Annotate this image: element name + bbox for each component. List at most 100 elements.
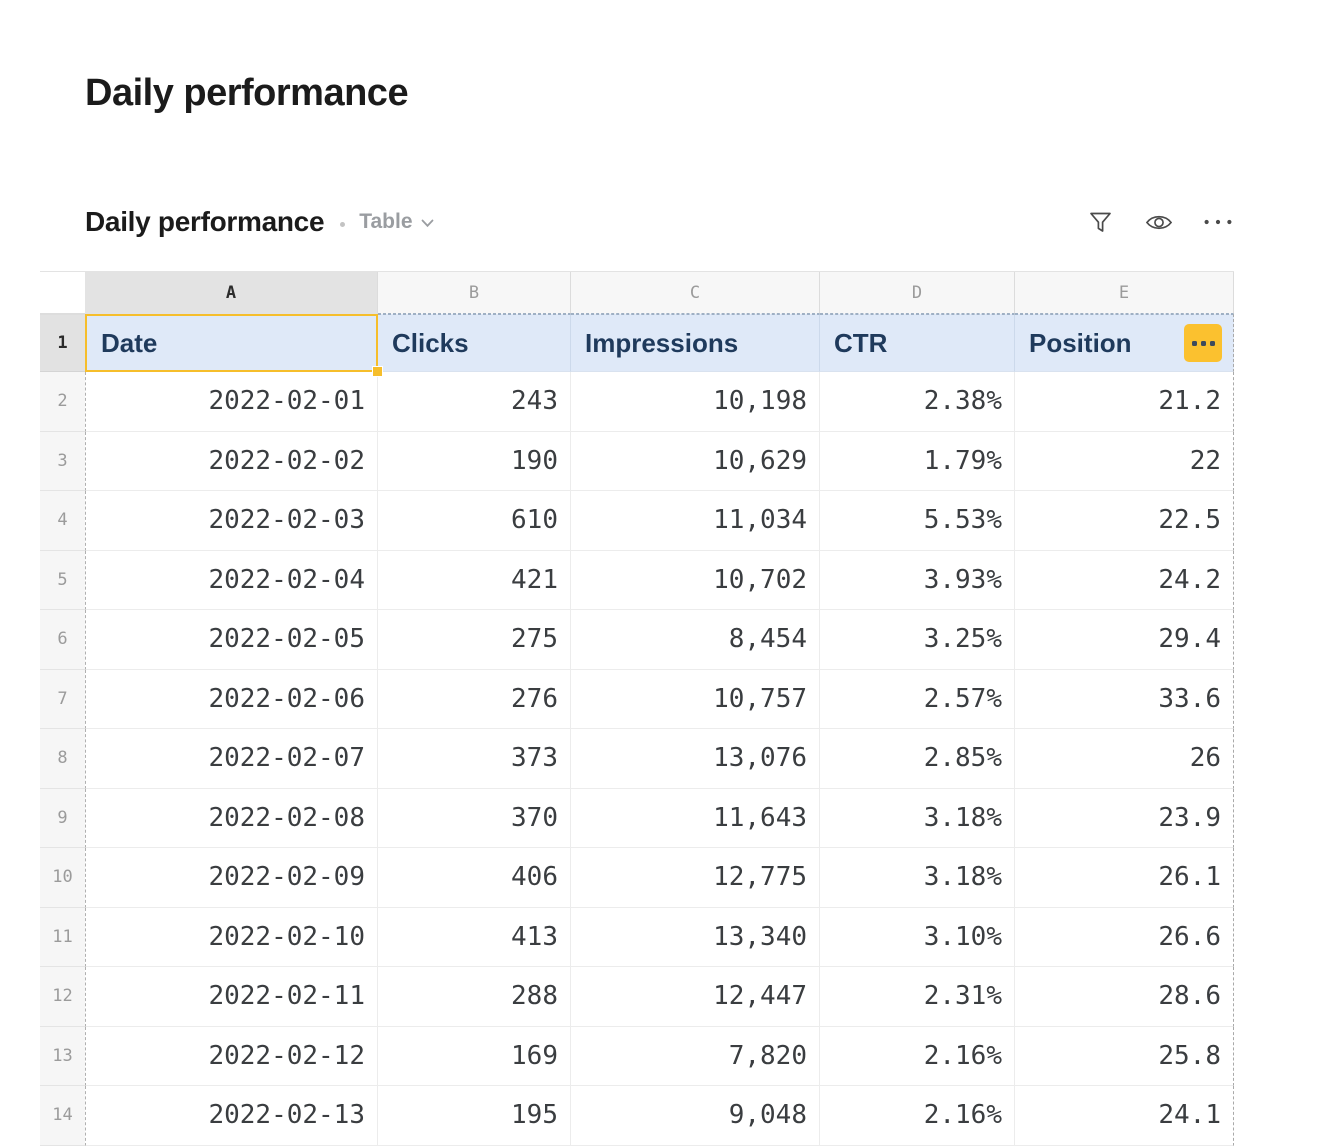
cell-position[interactable]: 22: [1015, 431, 1234, 491]
cell-ctr[interactable]: 2.16%: [820, 1026, 1015, 1086]
row-number[interactable]: 4: [40, 491, 85, 551]
cell-menu-button[interactable]: [1184, 324, 1222, 362]
eye-icon[interactable]: [1145, 208, 1173, 236]
cell-date[interactable]: 2022-02-06: [85, 669, 378, 729]
row-number[interactable]: 8: [40, 729, 85, 789]
cell-position[interactable]: 23.9: [1015, 788, 1234, 848]
column-header-a[interactable]: A: [85, 272, 378, 314]
cell-date[interactable]: 2022-02-08: [85, 788, 378, 848]
cell-ctr[interactable]: 2.57%: [820, 669, 1015, 729]
cell-clicks[interactable]: 373: [378, 729, 571, 789]
cell-position[interactable]: 25.8: [1015, 1026, 1234, 1086]
cell-date[interactable]: 2022-02-01: [85, 372, 378, 432]
cell-clicks[interactable]: 421: [378, 550, 571, 610]
cell-clicks[interactable]: 288: [378, 967, 571, 1027]
row-number[interactable]: 3: [40, 431, 85, 491]
spreadsheet-grid: A B C D E 1 Date Clicks Impressions CTR …: [40, 271, 1234, 1146]
row-number[interactable]: 2: [40, 372, 85, 432]
cell-ctr[interactable]: 2.38%: [820, 372, 1015, 432]
row-number[interactable]: 11: [40, 907, 85, 967]
header-cell-date[interactable]: Date: [85, 314, 383, 377]
row-number[interactable]: 7: [40, 669, 85, 729]
cell-impressions[interactable]: 8,454: [571, 610, 820, 670]
cell-ctr[interactable]: 1.79%: [820, 431, 1015, 491]
cell-date[interactable]: 2022-02-11: [85, 967, 378, 1027]
cell-date[interactable]: 2022-02-10: [85, 907, 378, 967]
row-number[interactable]: 9: [40, 788, 85, 848]
cell-date[interactable]: 2022-02-09: [85, 848, 378, 908]
cell-date[interactable]: 2022-02-05: [85, 610, 378, 670]
cell-impressions[interactable]: 10,702: [571, 550, 820, 610]
cell-impressions[interactable]: 12,447: [571, 967, 820, 1027]
table-toolbar: Daily performance Table: [85, 203, 1234, 241]
cell-ctr[interactable]: 2.31%: [820, 967, 1015, 1027]
row-number[interactable]: 5: [40, 550, 85, 610]
row-number[interactable]: 13: [40, 1026, 85, 1086]
row-number[interactable]: 12: [40, 967, 85, 1027]
header-cell-clicks[interactable]: Clicks: [378, 314, 571, 372]
row-number[interactable]: 1: [40, 314, 85, 372]
cell-date[interactable]: 2022-02-04: [85, 550, 378, 610]
table-row: 5 2022-02-04 421 10,702 3.93% 24.2: [40, 550, 1234, 610]
column-header-e[interactable]: E: [1015, 272, 1234, 314]
column-header-c[interactable]: C: [571, 272, 820, 314]
cell-date[interactable]: 2022-02-13: [85, 1086, 378, 1146]
ellipsis-icon[interactable]: [1204, 208, 1232, 236]
cell-ctr[interactable]: 5.53%: [820, 491, 1015, 551]
cell-impressions[interactable]: 11,643: [571, 788, 820, 848]
column-header-d[interactable]: D: [820, 272, 1015, 314]
table-type-dropdown[interactable]: Table: [359, 210, 433, 234]
filter-icon[interactable]: [1086, 208, 1114, 236]
cell-ctr[interactable]: 3.25%: [820, 610, 1015, 670]
cell-impressions[interactable]: 10,198: [571, 372, 820, 432]
cell-impressions[interactable]: 13,340: [571, 907, 820, 967]
header-cell-ctr[interactable]: CTR: [820, 314, 1015, 372]
header-cell-position[interactable]: Position: [1015, 314, 1234, 372]
cell-position[interactable]: 29.4: [1015, 610, 1234, 670]
cell-clicks[interactable]: 195: [378, 1086, 571, 1146]
cell-clicks[interactable]: 406: [378, 848, 571, 908]
cell-ctr[interactable]: 3.18%: [820, 848, 1015, 908]
cell-impressions[interactable]: 10,757: [571, 669, 820, 729]
row-number[interactable]: 6: [40, 610, 85, 670]
cell-position[interactable]: 26.6: [1015, 907, 1234, 967]
cell-position[interactable]: 26: [1015, 729, 1234, 789]
cell-clicks[interactable]: 610: [378, 491, 571, 551]
row-number[interactable]: 10: [40, 848, 85, 908]
cell-position[interactable]: 21.2: [1015, 372, 1234, 432]
cell-impressions[interactable]: 11,034: [571, 491, 820, 551]
row-number[interactable]: 14: [40, 1086, 85, 1146]
cell-clicks[interactable]: 413: [378, 907, 571, 967]
column-header-b[interactable]: B: [378, 272, 571, 314]
grid-corner[interactable]: [40, 272, 85, 314]
cell-impressions[interactable]: 12,775: [571, 848, 820, 908]
data-rows: 2 2022-02-01 243 10,198 2.38% 21.2 3 202…: [40, 372, 1234, 1146]
cell-impressions[interactable]: 10,629: [571, 431, 820, 491]
cell-clicks[interactable]: 275: [378, 610, 571, 670]
table-title[interactable]: Daily performance: [85, 206, 325, 237]
cell-date[interactable]: 2022-02-12: [85, 1026, 378, 1086]
cell-position[interactable]: 26.1: [1015, 848, 1234, 908]
cell-impressions[interactable]: 13,076: [571, 729, 820, 789]
cell-ctr[interactable]: 3.93%: [820, 550, 1015, 610]
cell-ctr[interactable]: 2.85%: [820, 729, 1015, 789]
cell-impressions[interactable]: 7,820: [571, 1026, 820, 1086]
cell-position[interactable]: 24.2: [1015, 550, 1234, 610]
cell-position[interactable]: 28.6: [1015, 967, 1234, 1027]
cell-date[interactable]: 2022-02-07: [85, 729, 378, 789]
cell-position[interactable]: 24.1: [1015, 1086, 1234, 1146]
cell-date[interactable]: 2022-02-02: [85, 431, 378, 491]
cell-ctr[interactable]: 2.16%: [820, 1086, 1015, 1146]
cell-ctr[interactable]: 3.18%: [820, 788, 1015, 848]
cell-position[interactable]: 33.6: [1015, 669, 1234, 729]
cell-ctr[interactable]: 3.10%: [820, 907, 1015, 967]
cell-clicks[interactable]: 243: [378, 372, 571, 432]
cell-clicks[interactable]: 276: [378, 669, 571, 729]
cell-clicks[interactable]: 370: [378, 788, 571, 848]
cell-date[interactable]: 2022-02-03: [85, 491, 378, 551]
header-cell-impressions[interactable]: Impressions: [571, 314, 820, 372]
cell-clicks[interactable]: 190: [378, 431, 571, 491]
cell-clicks[interactable]: 169: [378, 1026, 571, 1086]
cell-impressions[interactable]: 9,048: [571, 1086, 820, 1146]
cell-position[interactable]: 22.5: [1015, 491, 1234, 551]
